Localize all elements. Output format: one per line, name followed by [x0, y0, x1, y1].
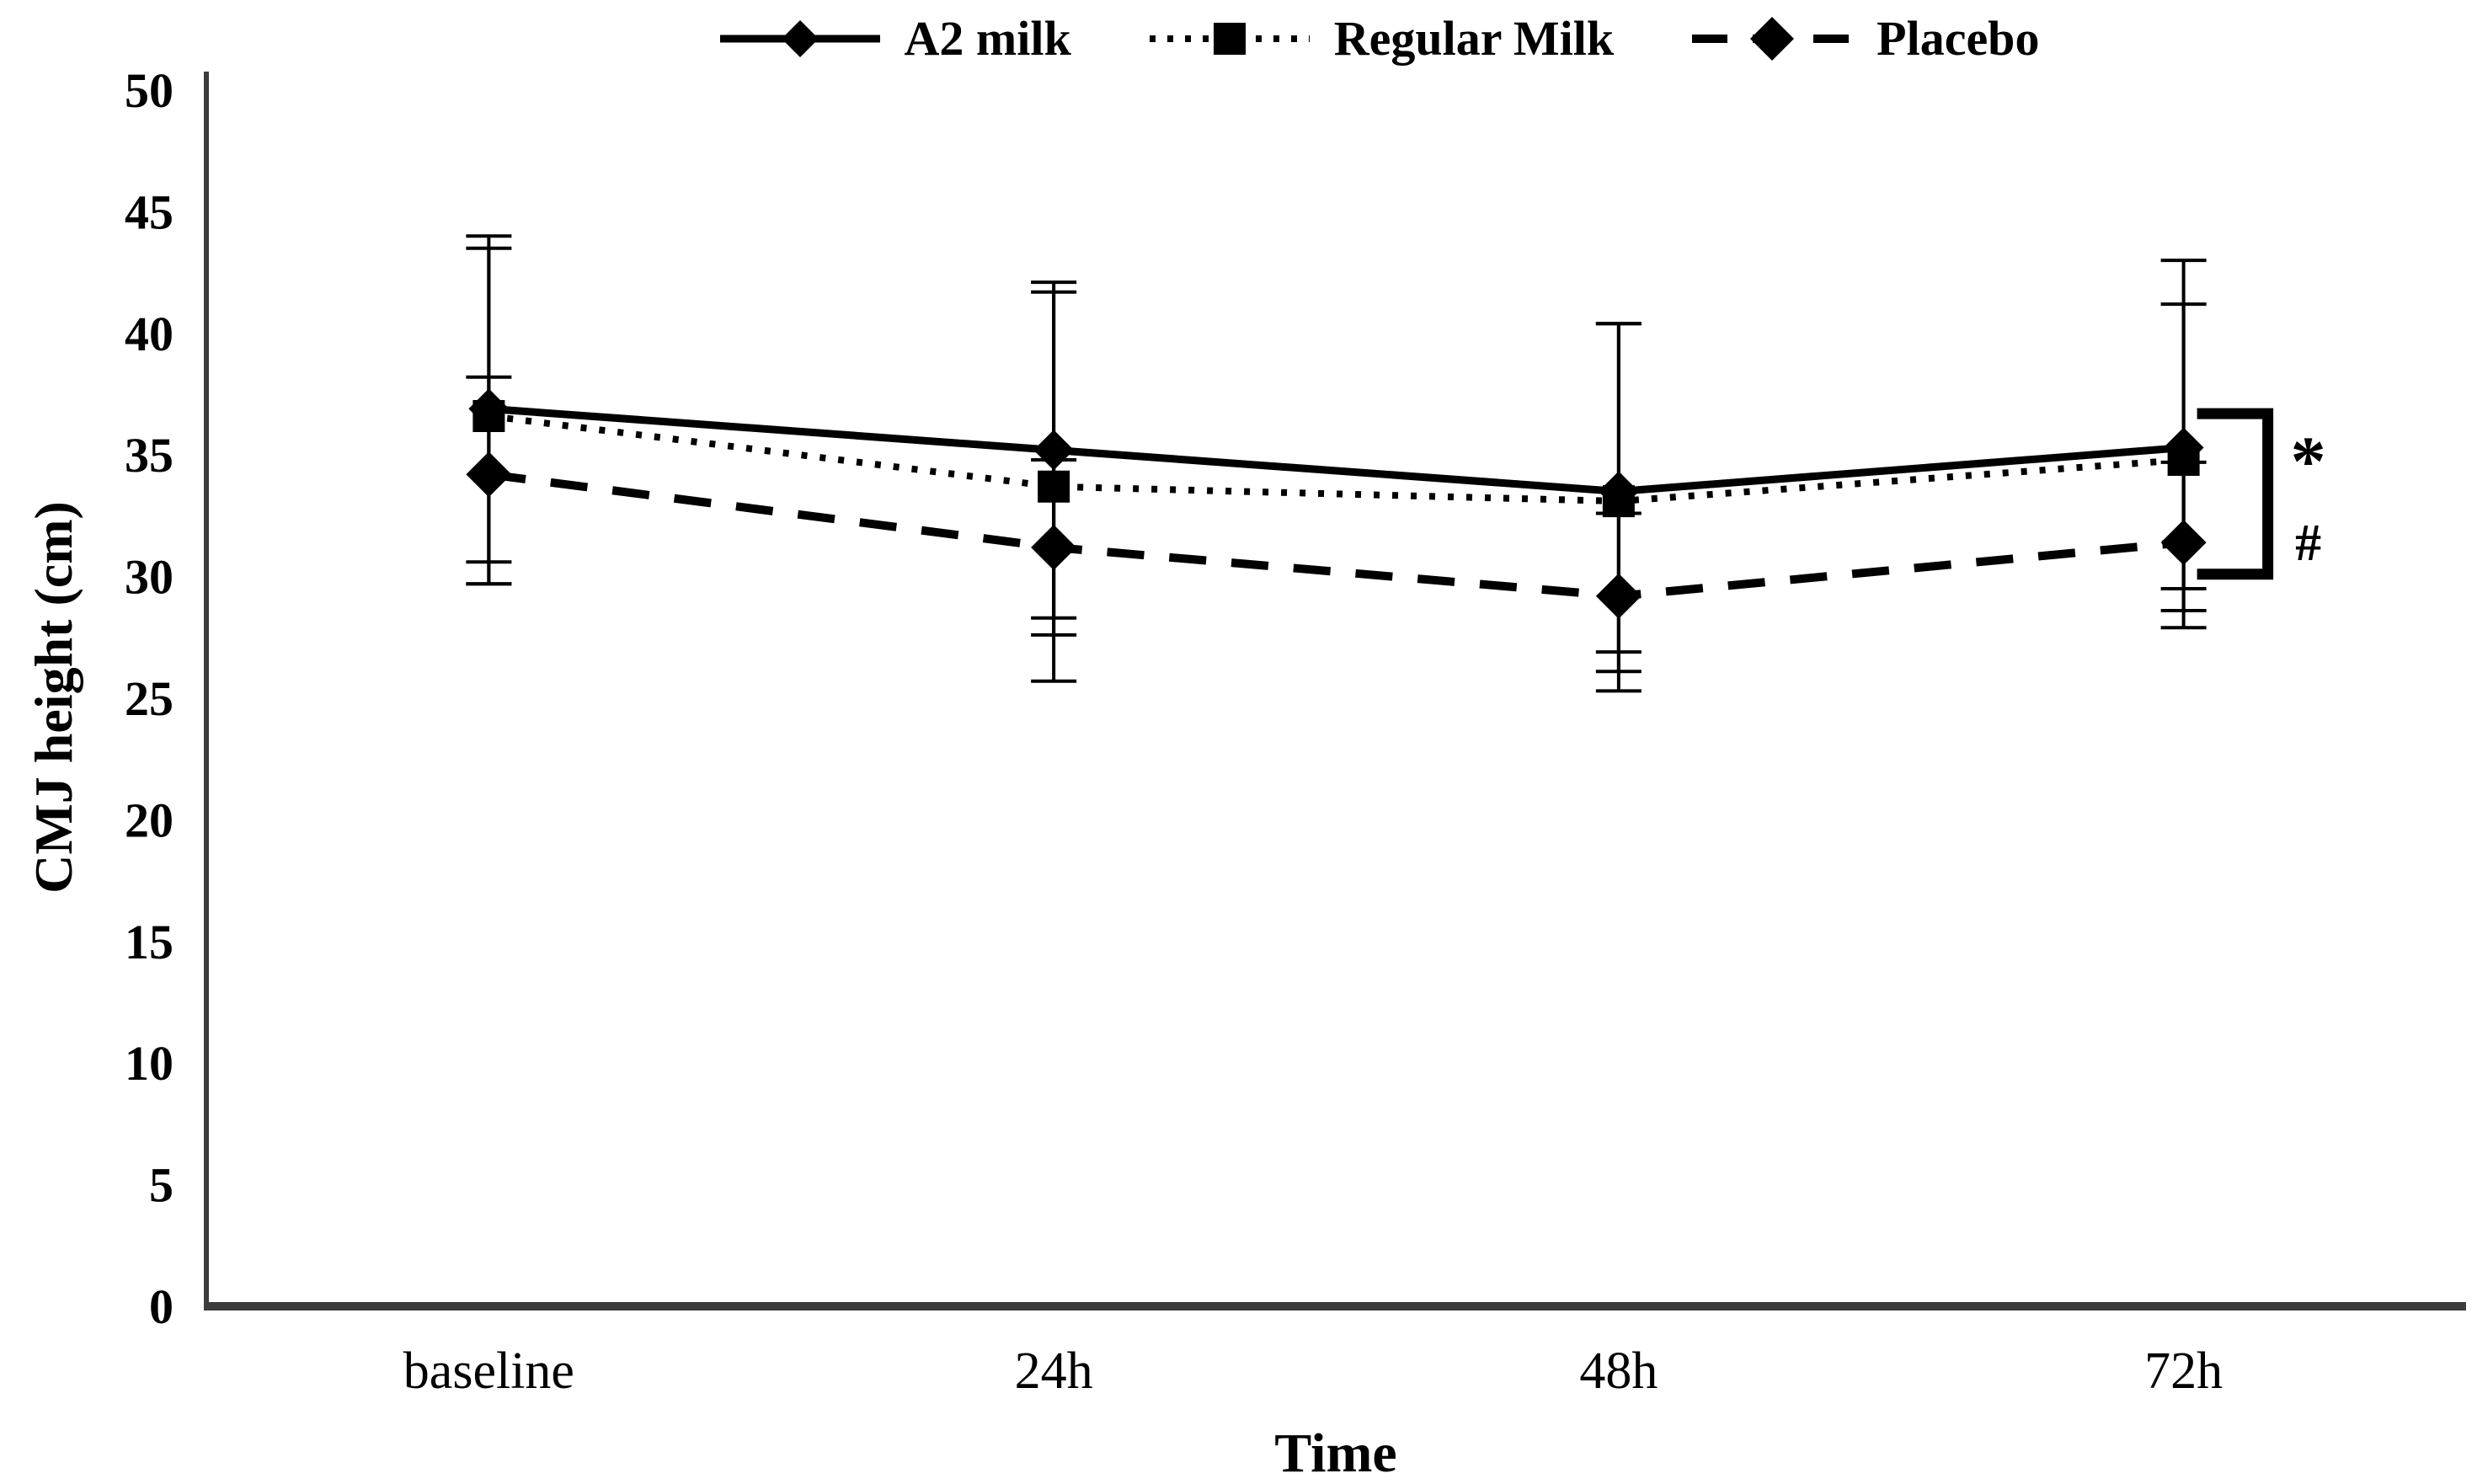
- marker-square-regular-milk: [1038, 470, 1070, 503]
- annotation-asterisk: *: [2291, 422, 2326, 500]
- y-tick-label: 20: [125, 793, 173, 847]
- legend-label-placebo: Placebo: [1876, 11, 2040, 66]
- y-tick-label: 0: [149, 1279, 173, 1334]
- x-category-label: 48h: [1579, 1343, 1658, 1400]
- marker-square-regular-milk: [1602, 485, 1635, 518]
- y-tick-label: 45: [125, 184, 173, 239]
- annotation-hash: #: [2295, 515, 2321, 572]
- marker-square-regular-milk: [472, 399, 505, 432]
- marker-diamond-placebo: [466, 451, 512, 498]
- y-tick-label: 10: [125, 1036, 173, 1091]
- y-tick-label: 50: [125, 63, 173, 118]
- y-tick-label: 15: [125, 915, 173, 969]
- marker-diamond-placebo: [2160, 520, 2207, 566]
- y-tick-label: 40: [125, 307, 173, 361]
- marker-diamond-placebo: [1595, 573, 1642, 619]
- legend-swatch-dotted-square-icon: [1149, 22, 1310, 55]
- legend-swatch-solid-diamond-icon: [719, 19, 880, 57]
- marker-square-regular-milk: [2167, 443, 2200, 476]
- x-category-label: baseline: [403, 1343, 574, 1400]
- legend-item-placebo: Placebo: [1688, 10, 2039, 67]
- x-axis-title: Time: [1274, 1423, 1397, 1484]
- legend-item-a2-milk: A2 milk: [716, 10, 1071, 67]
- y-tick-label: 25: [125, 671, 173, 726]
- marker-diamond-placebo: [1031, 524, 1077, 570]
- significance-bracket: [2197, 408, 2274, 580]
- legend-item-regular-milk: Regular Milk: [1145, 10, 1614, 67]
- y-tick-label: 5: [149, 1158, 173, 1213]
- legend-label-a2-milk: A2 milk: [904, 11, 1071, 66]
- legend-swatch-dashed-diamond-icon: [1692, 16, 1853, 61]
- y-tick-label: 35: [125, 428, 173, 483]
- x-category-label: 72h: [2144, 1343, 2223, 1400]
- y-tick-label: 30: [125, 550, 173, 605]
- marker-diamond-a2-milk: [1033, 430, 1075, 471]
- x-category-label: 24h: [1015, 1343, 1093, 1400]
- series-line-a2-milk: [488, 404, 2184, 496]
- legend-label-regular-milk: Regular Milk: [1333, 11, 1615, 66]
- chart-legend: A2 milk Regular Milk Placebo: [139, 10, 2477, 67]
- series-line-placebo: [488, 470, 2185, 601]
